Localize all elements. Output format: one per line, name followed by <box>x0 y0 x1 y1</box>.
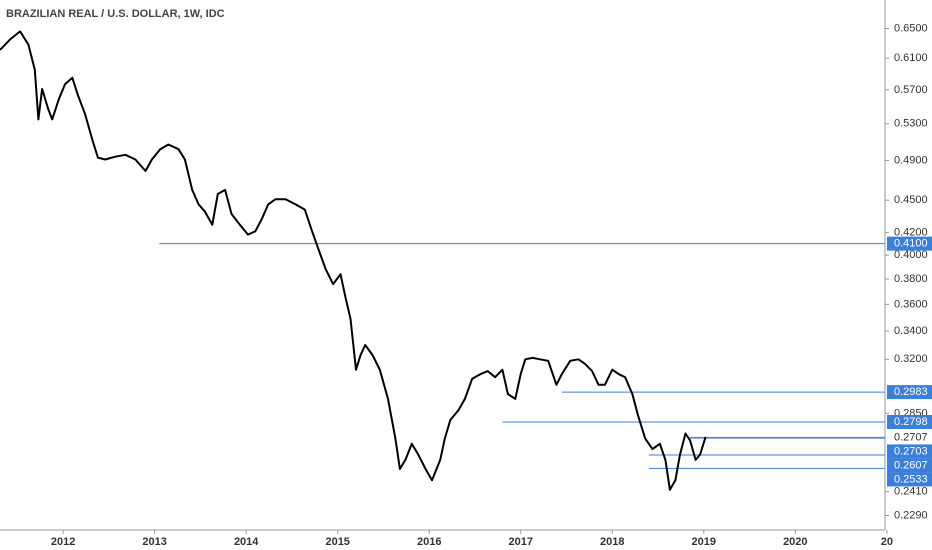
x-tick-label: 2013 <box>142 536 166 548</box>
x-tick-label: 2017 <box>509 536 533 548</box>
level-label: 0.2607 <box>894 459 928 471</box>
level-label-box <box>887 236 932 251</box>
x-tick-label: 20 <box>881 536 893 548</box>
level-label-box <box>887 430 932 445</box>
y-tick-label: 0.5300 <box>894 118 928 130</box>
x-tick-label: 2020 <box>783 536 807 548</box>
level-label-box <box>887 472 932 487</box>
level-label: 0.2798 <box>894 416 928 428</box>
x-tick-label: 2019 <box>692 536 716 548</box>
level-label-box <box>887 385 932 400</box>
x-tick-label: 2015 <box>325 536 349 548</box>
y-tick-label: 0.6100 <box>894 52 928 64</box>
x-tick-label: 2012 <box>51 536 75 548</box>
price-line <box>0 30 707 491</box>
y-tick-label: 0.4900 <box>894 154 928 166</box>
y-tick-label: 0.3600 <box>894 298 928 310</box>
y-tick-label: 0.6500 <box>894 22 928 34</box>
level-label-box <box>887 458 932 473</box>
level-label: 0.4100 <box>894 238 928 250</box>
x-tick-label: 2014 <box>234 536 259 548</box>
level-label-box <box>887 444 932 459</box>
level-label: 0.2983 <box>894 386 928 398</box>
level-label: 0.2533 <box>894 473 928 485</box>
y-tick-label: 0.2410 <box>894 486 928 498</box>
x-tick-label: 2016 <box>417 536 441 548</box>
x-tick-label: 2018 <box>600 536 624 548</box>
y-tick-label: 0.3800 <box>894 273 928 285</box>
y-tick-label: 0.4000 <box>894 249 928 261</box>
level-label: 0.2703 <box>894 445 928 457</box>
y-tick-label: 0.4200 <box>894 226 928 238</box>
chart-title: BRAZILIAN REAL / U.S. DOLLAR, 1W, IDC <box>6 8 225 20</box>
y-tick-label: 0.2290 <box>894 509 928 521</box>
y-tick-label: 0.5700 <box>894 84 928 96</box>
y-tick-label: 0.3200 <box>894 353 928 365</box>
y-tick-label: 0.4500 <box>894 194 928 206</box>
level-label-box <box>887 414 932 429</box>
y-tick-label: 0.3400 <box>894 325 928 337</box>
level-label: 0.2707 <box>894 431 928 443</box>
